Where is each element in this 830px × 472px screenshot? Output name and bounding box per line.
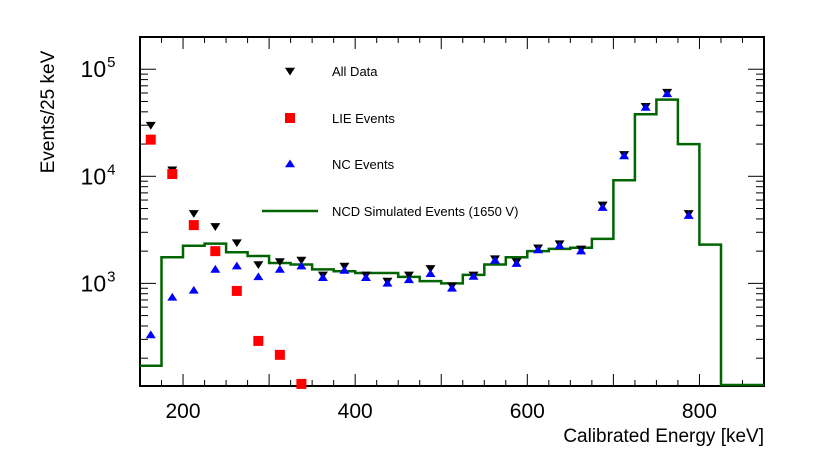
nc-eventspoint xyxy=(296,261,307,270)
y-tick-label: 103 xyxy=(81,268,116,296)
nc-eventspoint xyxy=(210,264,221,273)
nc-eventspoint xyxy=(360,273,371,281)
legend-label: NC Events xyxy=(332,157,395,172)
x-tick-label: 600 xyxy=(510,400,545,423)
x-tick-label: 800 xyxy=(682,400,717,423)
nc-eventspoint xyxy=(339,265,350,274)
x-tick-label: 400 xyxy=(338,400,373,423)
lie-eventspoint xyxy=(296,378,307,389)
nc-eventspoint xyxy=(511,259,522,267)
x-axis-label: Calibrated Energy [keV] xyxy=(563,426,764,447)
legend-label: All Data xyxy=(332,64,378,79)
nc-eventspoint xyxy=(231,261,242,270)
nc-eventspoint xyxy=(145,330,156,339)
nc-eventspoint xyxy=(640,102,651,111)
lie-eventspoint xyxy=(231,285,242,296)
simulated-step-series xyxy=(140,98,764,387)
nc-eventspoint xyxy=(253,272,264,281)
lie-eventspoint xyxy=(167,169,178,180)
nc-eventspoint xyxy=(554,241,565,249)
simulated-step-line xyxy=(140,98,764,387)
nc-eventspoint xyxy=(468,271,479,280)
all-datapoint xyxy=(210,223,221,231)
lie-eventspoint xyxy=(145,134,156,145)
nc-eventspoint xyxy=(167,292,178,301)
nc-eventspoint xyxy=(447,283,457,292)
x-tick-label: 200 xyxy=(166,400,201,423)
nc-eventspoint xyxy=(683,211,694,219)
nc-eventspoint xyxy=(533,245,544,254)
all-datapoint xyxy=(274,258,285,267)
nc-eventspoint xyxy=(490,255,501,264)
nc-eventspoint xyxy=(662,89,673,98)
y-axis-label: Events/25 keV xyxy=(38,50,59,173)
legend: All Data LIE Events NC Events NCD Simulated… xyxy=(262,64,518,219)
all-datapoint xyxy=(231,239,242,248)
all-datapoint xyxy=(425,265,436,273)
lie-eventspoint xyxy=(274,349,285,360)
nc-eventspoint xyxy=(382,278,393,287)
all-datapoint xyxy=(188,210,199,218)
legend-marker xyxy=(285,67,295,76)
nc-eventspoint xyxy=(619,151,630,160)
all-datapoint xyxy=(145,121,156,130)
legend-marker xyxy=(285,113,295,123)
legend-label: LIE Events xyxy=(332,111,395,126)
legend-label: NCD Simulated Events (1650 V) xyxy=(332,204,518,219)
y-tick-label: 104 xyxy=(81,161,116,189)
y-tick-label: 105 xyxy=(81,54,116,82)
lie-eventspoint xyxy=(253,335,264,346)
nc-eventspoint xyxy=(188,285,199,294)
nc-eventspoint xyxy=(317,273,328,281)
lie-eventspoint xyxy=(188,220,199,231)
all-datapoint xyxy=(296,256,307,265)
nc-eventspoint xyxy=(576,246,587,255)
plot-frame xyxy=(139,36,765,387)
lie-eventspoint xyxy=(210,246,221,257)
all-datapoint xyxy=(253,261,264,270)
nc-eventspoint xyxy=(403,275,414,284)
nc-eventspoint xyxy=(274,264,285,273)
legend-marker xyxy=(285,159,295,168)
nc-eventspoint xyxy=(425,269,436,278)
nc-eventspoint xyxy=(597,203,608,211)
axis-ticks: 200 400 600 800 103 104 105 xyxy=(81,36,765,423)
data-point-series xyxy=(145,88,694,389)
